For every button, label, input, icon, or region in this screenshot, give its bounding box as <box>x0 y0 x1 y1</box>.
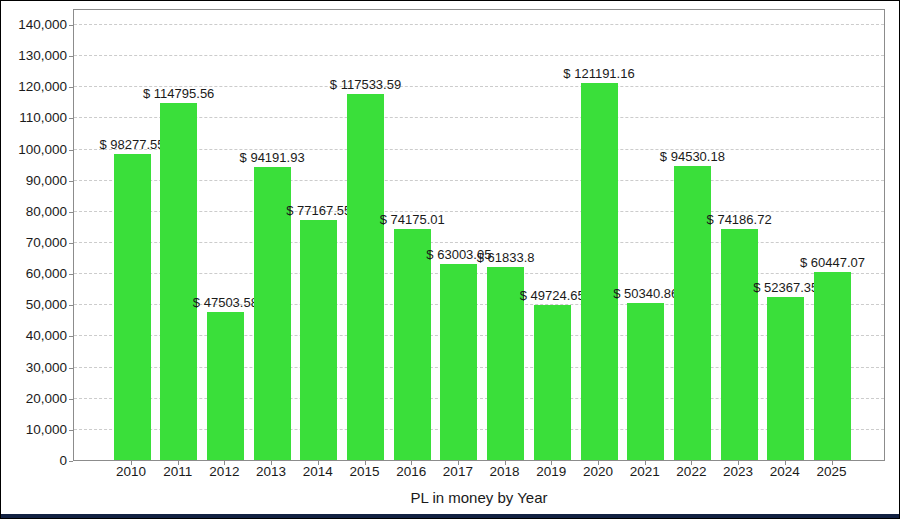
bar-value-label: $ 121191.16 <box>563 67 634 80</box>
x-axis-tick <box>458 461 459 465</box>
x-axis-tick-label: 2019 <box>526 464 576 480</box>
bar-value-label: $ 61833.8 <box>477 251 535 264</box>
y-axis-tick-label: 100,000 <box>7 142 67 158</box>
bar-2010 <box>114 154 151 460</box>
y-axis-tick <box>69 274 73 275</box>
x-axis-tick-label: 2014 <box>293 464 343 480</box>
bar-value-label: $ 94530.18 <box>660 150 725 163</box>
gridline <box>74 24 884 25</box>
x-axis-tick-label: 2015 <box>340 464 390 480</box>
y-axis-tick-label: 80,000 <box>7 204 67 220</box>
gridline <box>74 55 884 56</box>
bar-2021 <box>627 303 664 460</box>
y-axis-tick <box>69 118 73 119</box>
bar-value-label: $ 94191.93 <box>240 151 305 164</box>
y-axis-tick <box>69 181 73 182</box>
bar-value-label: $ 117533.59 <box>330 78 401 91</box>
x-axis-tick <box>738 461 739 465</box>
x-axis-tick-label: 2024 <box>760 464 810 480</box>
bar-value-label: $ 47503.58 <box>193 296 258 309</box>
x-axis-tick <box>551 461 552 465</box>
y-axis-tick <box>69 305 73 306</box>
y-axis-tick-label: 50,000 <box>7 297 67 313</box>
bar-2013 <box>254 167 291 460</box>
bar-2012 <box>207 312 244 460</box>
y-axis-tick-label: 130,000 <box>7 48 67 64</box>
y-axis-tick-label: 120,000 <box>7 79 67 95</box>
y-axis-tick-label: 70,000 <box>7 235 67 251</box>
y-axis-tick-label: 30,000 <box>7 360 67 376</box>
x-axis-tick <box>691 461 692 465</box>
bar-2024 <box>767 297 804 460</box>
y-axis-tick <box>69 212 73 213</box>
y-axis-tick <box>69 399 73 400</box>
y-axis-tick <box>69 150 73 151</box>
bar-value-label: $ 52367.35 <box>753 281 818 294</box>
y-axis-tick <box>69 461 73 462</box>
y-axis-tick <box>69 56 73 57</box>
bar-2025 <box>814 272 851 460</box>
y-axis-tick <box>69 336 73 337</box>
x-axis-tick <box>411 461 412 465</box>
x-axis-tick-label: 2016 <box>386 464 436 480</box>
y-axis-tick-label: 110,000 <box>7 110 67 126</box>
x-axis-tick <box>271 461 272 465</box>
bar-value-label: $ 74175.01 <box>380 213 445 226</box>
y-axis-tick-label: 90,000 <box>7 173 67 189</box>
bar-2018 <box>487 267 524 460</box>
bar-value-label: $ 50340.86 <box>613 287 678 300</box>
y-axis-tick <box>69 25 73 26</box>
y-axis-tick-label: 10,000 <box>7 422 67 438</box>
x-axis-tick <box>505 461 506 465</box>
y-axis-tick-label: 40,000 <box>7 328 67 344</box>
bar-value-label: $ 98277.55 <box>99 138 164 151</box>
x-axis-tick-label: 2025 <box>807 464 857 480</box>
x-axis-tick-label: 2011 <box>153 464 203 480</box>
x-axis-tick <box>318 461 319 465</box>
x-axis-tick <box>832 461 833 465</box>
x-axis-tick <box>131 461 132 465</box>
y-axis-tick <box>69 243 73 244</box>
y-axis-tick <box>69 87 73 88</box>
x-axis-tick-label: 2022 <box>666 464 716 480</box>
bar-value-label: $ 77167.55 <box>286 204 351 217</box>
x-axis-tick-label: 2020 <box>573 464 623 480</box>
chart-window: $ 98277.55 $ 114795.56 $ 47503.58 $ 94191.9… <box>0 0 900 519</box>
bar-2015 <box>347 94 384 460</box>
bar-value-label: $ 60447.07 <box>800 256 865 269</box>
bar-2019 <box>534 305 571 460</box>
x-axis-tick-label: 2018 <box>480 464 530 480</box>
x-axis-tick-label: 2021 <box>620 464 670 480</box>
x-axis-title: PL in money by Year <box>73 489 885 507</box>
x-axis-tick-label: 2023 <box>713 464 763 480</box>
x-axis-tick <box>224 461 225 465</box>
bar-2022 <box>674 166 711 460</box>
bottom-strip <box>1 514 899 518</box>
y-axis-tick-label: 60,000 <box>7 266 67 282</box>
x-axis-tick <box>365 461 366 465</box>
bar-2020 <box>581 83 618 460</box>
bar-2023 <box>721 229 758 460</box>
bar-2016 <box>394 229 431 460</box>
x-axis-tick <box>785 461 786 465</box>
bar-2017 <box>440 264 477 460</box>
y-axis-tick <box>69 430 73 431</box>
plot-area: $ 98277.55 $ 114795.56 $ 47503.58 $ 94191.9… <box>73 9 885 461</box>
bar-value-label: $ 74186.72 <box>707 213 772 226</box>
bar-2011 <box>160 103 197 461</box>
bar-value-label: $ 114795.56 <box>143 87 214 100</box>
bar-value-label: $ 49724.65 <box>520 289 585 302</box>
x-axis-tick <box>645 461 646 465</box>
y-axis-tick <box>69 368 73 369</box>
bar-2014 <box>300 220 337 460</box>
x-axis-tick-label: 2017 <box>433 464 483 480</box>
y-axis-tick-label: 20,000 <box>7 391 67 407</box>
x-axis-tick <box>178 461 179 465</box>
y-axis-tick-label: 0 <box>7 453 67 469</box>
y-axis-tick-label: 140,000 <box>7 17 67 33</box>
x-axis-tick-label: 2012 <box>199 464 249 480</box>
x-axis-tick <box>598 461 599 465</box>
x-axis-tick-label: 2010 <box>106 464 156 480</box>
x-axis-tick-label: 2013 <box>246 464 296 480</box>
